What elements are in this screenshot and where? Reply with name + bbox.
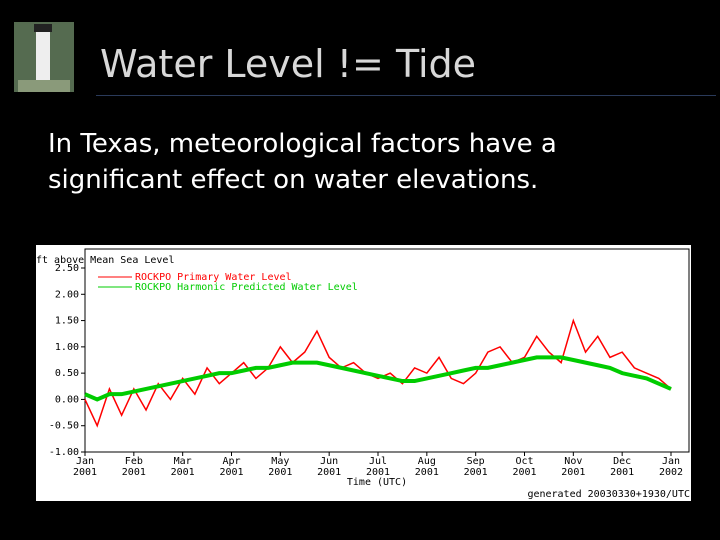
slide-body: In Texas, meteorological factors have a … [48, 126, 557, 198]
x-tick-label: Jan 2001 [73, 456, 97, 478]
x-tick-label: Nov 2001 [561, 456, 585, 478]
plot-frame [84, 248, 690, 453]
series-line [84, 355, 672, 402]
y-tick-label: 2.00 [55, 289, 79, 300]
x-tick-label: Mar 2001 [171, 456, 195, 478]
y-tick-label: 1.50 [55, 316, 79, 327]
x-axis-label: Time (UTC) [347, 477, 407, 488]
x-tick-label: Apr 2001 [219, 456, 243, 478]
slide-title: Water Level != Tide [100, 42, 477, 86]
series-line [84, 318, 672, 428]
y-tick-label: 0.00 [55, 394, 79, 405]
body-line: In Texas, meteorological factors have a [48, 129, 557, 159]
y-tick-label: 1.00 [55, 342, 79, 353]
x-tick-label: Sep 2001 [464, 456, 488, 478]
y-tick-label: 0.50 [55, 368, 79, 379]
legend-label: ROCKPO Primary Water Level [135, 272, 292, 283]
y-tick-label: -1.00 [49, 447, 79, 458]
lighthouse-icon [14, 22, 74, 92]
x-tick-label: Jul 2001 [366, 456, 390, 478]
x-tick-label: Jun 2001 [317, 456, 341, 478]
x-tick-label: May 2001 [268, 456, 292, 478]
y-tick-label: -0.50 [49, 421, 79, 432]
legend-label: ROCKPO Harmonic Predicted Water Level [135, 282, 358, 293]
footer: generated 20030330+1930/UTC [527, 489, 690, 500]
x-tick-label: Feb 2001 [122, 456, 146, 478]
body-line: significant effect on water elevations. [48, 165, 539, 195]
y-axis-label: ft above Mean Sea Level [36, 255, 174, 266]
title-rule [96, 95, 716, 96]
y-tick-label: 2.50 [55, 263, 79, 274]
x-tick-label: Dec 2001 [610, 456, 634, 478]
x-tick-label: Oct 2001 [512, 456, 536, 478]
x-tick-label: Jan 2002 [659, 456, 683, 478]
x-tick-label: Aug 2001 [415, 456, 439, 478]
